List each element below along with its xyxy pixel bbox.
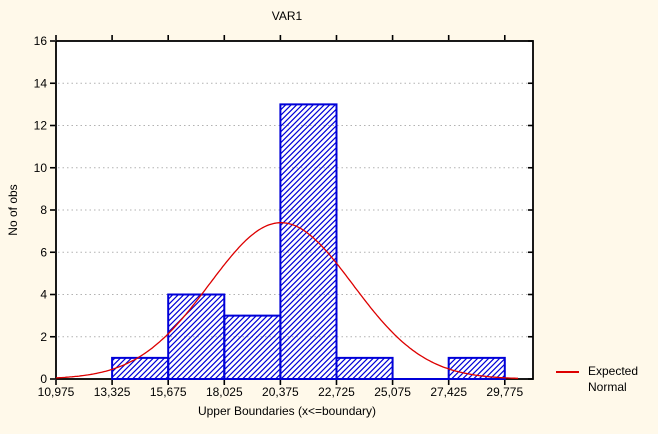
x-tick-label: 18,025 bbox=[206, 385, 243, 399]
y-tick-label: 14 bbox=[34, 76, 48, 90]
y-tick-label: 4 bbox=[40, 288, 47, 302]
legend-label-line1: Expected bbox=[588, 364, 639, 378]
x-tick-label: 10,975 bbox=[38, 385, 75, 399]
y-tick-label: 0 bbox=[40, 372, 47, 386]
x-tick-label: 15,675 bbox=[150, 385, 187, 399]
x-tick-label: 25,075 bbox=[374, 385, 411, 399]
normal-curve bbox=[55, 222, 518, 379]
x-tick-label: 29,775 bbox=[486, 385, 523, 399]
histogram-bar bbox=[167, 293, 226, 380]
y-tick-label: 8 bbox=[40, 203, 47, 217]
x-axis-title: Upper Boundaries (x<=boundary) bbox=[197, 404, 377, 418]
legend-line-swatch bbox=[556, 371, 579, 373]
x-tick-label: 27,425 bbox=[430, 385, 467, 399]
y-tick-label: 10 bbox=[34, 161, 48, 175]
histogram-bar bbox=[335, 356, 394, 380]
legend-label: Expected Normal bbox=[588, 363, 638, 395]
y-tick-label: 16 bbox=[34, 34, 48, 48]
histogram-bar bbox=[279, 103, 338, 380]
x-tick-label: 22,725 bbox=[318, 385, 355, 399]
legend-label-line2: Normal bbox=[588, 380, 627, 394]
histogram-bar bbox=[111, 356, 170, 380]
chart-title: VAR1 bbox=[271, 9, 303, 23]
y-tick-label: 6 bbox=[40, 245, 47, 259]
y-tick-label: 2 bbox=[40, 330, 47, 344]
x-tick-label: 13,325 bbox=[94, 385, 131, 399]
legend: Expected Normal bbox=[556, 363, 638, 395]
x-tick-label: 20,375 bbox=[262, 385, 299, 399]
histogram-bar bbox=[223, 314, 282, 380]
y-tick-label: 12 bbox=[34, 119, 48, 133]
